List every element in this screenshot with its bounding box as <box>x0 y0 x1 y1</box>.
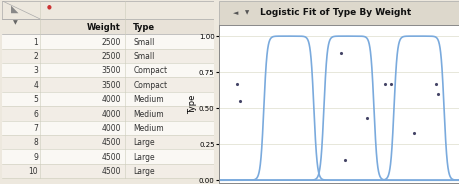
Text: Compact: Compact <box>134 81 168 90</box>
Bar <box>2 149 214 164</box>
Bar <box>2 77 214 92</box>
Text: 8: 8 <box>34 138 38 147</box>
Text: 3500: 3500 <box>101 81 121 90</box>
Text: 3: 3 <box>34 66 38 75</box>
Bar <box>218 1 458 25</box>
Bar <box>2 34 214 49</box>
Text: ▼: ▼ <box>245 10 249 15</box>
Text: 6: 6 <box>34 110 38 119</box>
Text: 5: 5 <box>34 95 38 104</box>
Bar <box>40 19 214 34</box>
Text: 4500: 4500 <box>101 153 121 162</box>
Text: Logistic Fit of Type By Weight: Logistic Fit of Type By Weight <box>259 8 410 17</box>
Text: Weight: Weight <box>87 23 121 32</box>
Text: Large: Large <box>134 167 155 176</box>
Bar <box>2 63 214 77</box>
Text: 4: 4 <box>34 81 38 90</box>
Text: 4000: 4000 <box>101 95 121 104</box>
Bar <box>2 1 214 19</box>
Text: 2500: 2500 <box>101 52 121 61</box>
Bar <box>2 106 214 121</box>
Bar <box>2 121 214 135</box>
Text: Type: Type <box>133 23 155 32</box>
Text: 4500: 4500 <box>101 167 121 176</box>
Text: Medium: Medium <box>134 124 164 133</box>
Bar <box>2 49 214 63</box>
Text: 1: 1 <box>34 38 38 47</box>
Text: 7: 7 <box>34 124 38 133</box>
Text: ◄: ◄ <box>232 10 238 16</box>
Text: 10: 10 <box>28 167 38 176</box>
Text: 9: 9 <box>34 153 38 162</box>
Text: ▼: ▼ <box>12 20 17 25</box>
Text: Large: Large <box>134 153 155 162</box>
Text: Small: Small <box>134 52 155 61</box>
Text: Medium: Medium <box>134 95 164 104</box>
Text: Medium: Medium <box>134 110 164 119</box>
Text: 2: 2 <box>34 52 38 61</box>
Text: Small: Small <box>134 38 155 47</box>
Text: ◣: ◣ <box>11 4 19 14</box>
Text: 2500: 2500 <box>101 38 121 47</box>
Text: Compact: Compact <box>134 66 168 75</box>
Bar <box>2 135 214 149</box>
Text: 4000: 4000 <box>101 124 121 133</box>
Text: 4000: 4000 <box>101 110 121 119</box>
Bar <box>2 92 214 106</box>
Text: Large: Large <box>134 138 155 147</box>
Text: ●: ● <box>46 5 51 10</box>
Text: 4500: 4500 <box>101 138 121 147</box>
Text: 3500: 3500 <box>101 66 121 75</box>
Bar <box>2 164 214 178</box>
